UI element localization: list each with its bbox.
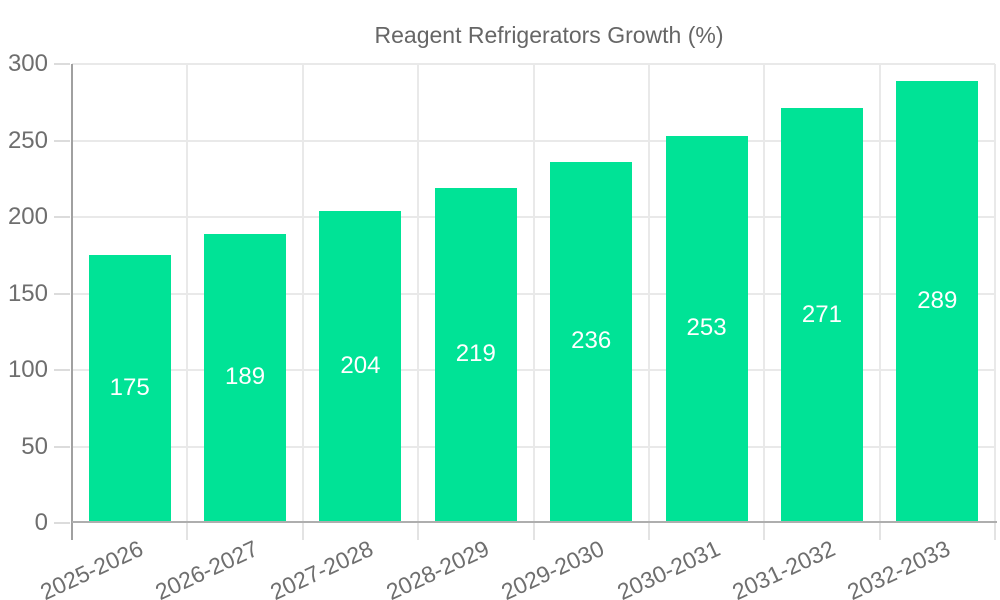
x-axis-label: 2029-2030 — [497, 535, 609, 600]
x-gridline — [878, 64, 881, 523]
x-tick — [763, 523, 766, 540]
bar[interactable]: 189 — [204, 233, 287, 521]
y-tick — [54, 216, 70, 218]
x-tick — [878, 523, 881, 540]
x-gridline — [417, 64, 420, 523]
bar-value-label: 204 — [340, 351, 381, 379]
y-axis-label: 200 — [7, 203, 48, 230]
x-axis-label: 2028-2029 — [382, 535, 493, 600]
x-gridline — [186, 64, 189, 523]
y-axis-label: 300 — [7, 50, 48, 77]
x-gridline — [301, 64, 304, 523]
x-axis-line — [72, 521, 997, 523]
legend-label: Reagent Refrigerators Growth (%) — [374, 22, 724, 48]
x-gridline — [994, 64, 996, 523]
y-tick — [54, 369, 70, 371]
bar[interactable]: 289 — [896, 80, 979, 521]
bar-value-label: 253 — [686, 314, 727, 342]
y-axis-label: 100 — [7, 356, 48, 383]
bar-value-label: 271 — [801, 300, 842, 328]
y-axis-label: 50 — [21, 432, 48, 460]
bar[interactable]: 204 — [319, 210, 402, 521]
x-tick — [532, 523, 535, 540]
bar-value-label: 236 — [571, 327, 612, 355]
y-tick — [54, 63, 70, 65]
y-axis-label: 150 — [7, 279, 48, 307]
bar[interactable]: 219 — [434, 187, 517, 521]
x-gridline — [532, 64, 535, 523]
bar[interactable]: 175 — [88, 255, 171, 521]
x-tick — [186, 523, 189, 540]
bar-value-label: 175 — [109, 374, 150, 402]
bar-value-label: 219 — [455, 340, 496, 368]
x-tick — [994, 523, 996, 540]
plot-area: 0 50 100 150 200 250 300 175 189 204 219 236 253 271 2… — [8, 50, 997, 600]
x-tick — [647, 523, 650, 540]
y-tick — [54, 139, 70, 142]
bar[interactable]: 236 — [550, 161, 633, 521]
y-tick — [54, 292, 70, 295]
x-axis-label: 2025-2026 — [35, 535, 147, 600]
bar[interactable]: 271 — [780, 108, 863, 521]
y-tick — [54, 522, 70, 524]
bar-value-label: 289 — [917, 286, 958, 314]
legend[interactable]: Reagent Refrigerators Growth (%) — [0, 22, 1000, 49]
bar-value-label: 189 — [225, 363, 266, 391]
y-axis-label: 250 — [7, 126, 48, 154]
x-axis-label: 2026-2027 — [151, 535, 263, 600]
y-axis-label: 0 — [34, 509, 48, 536]
x-gridline — [647, 64, 650, 523]
x-axis-label: 2032-2033 — [843, 535, 955, 600]
x-tick — [417, 523, 420, 540]
y-tick — [54, 445, 70, 448]
legend-swatch — [277, 25, 361, 47]
y-axis-line — [71, 64, 73, 540]
x-axis-label: 2031-2032 — [728, 535, 839, 600]
x-axis-label: 2027-2028 — [266, 535, 378, 600]
x-tick — [301, 523, 304, 540]
x-axis-label: 2030-2031 — [612, 535, 724, 600]
x-gridline — [763, 64, 766, 523]
bar[interactable]: 253 — [665, 135, 748, 521]
